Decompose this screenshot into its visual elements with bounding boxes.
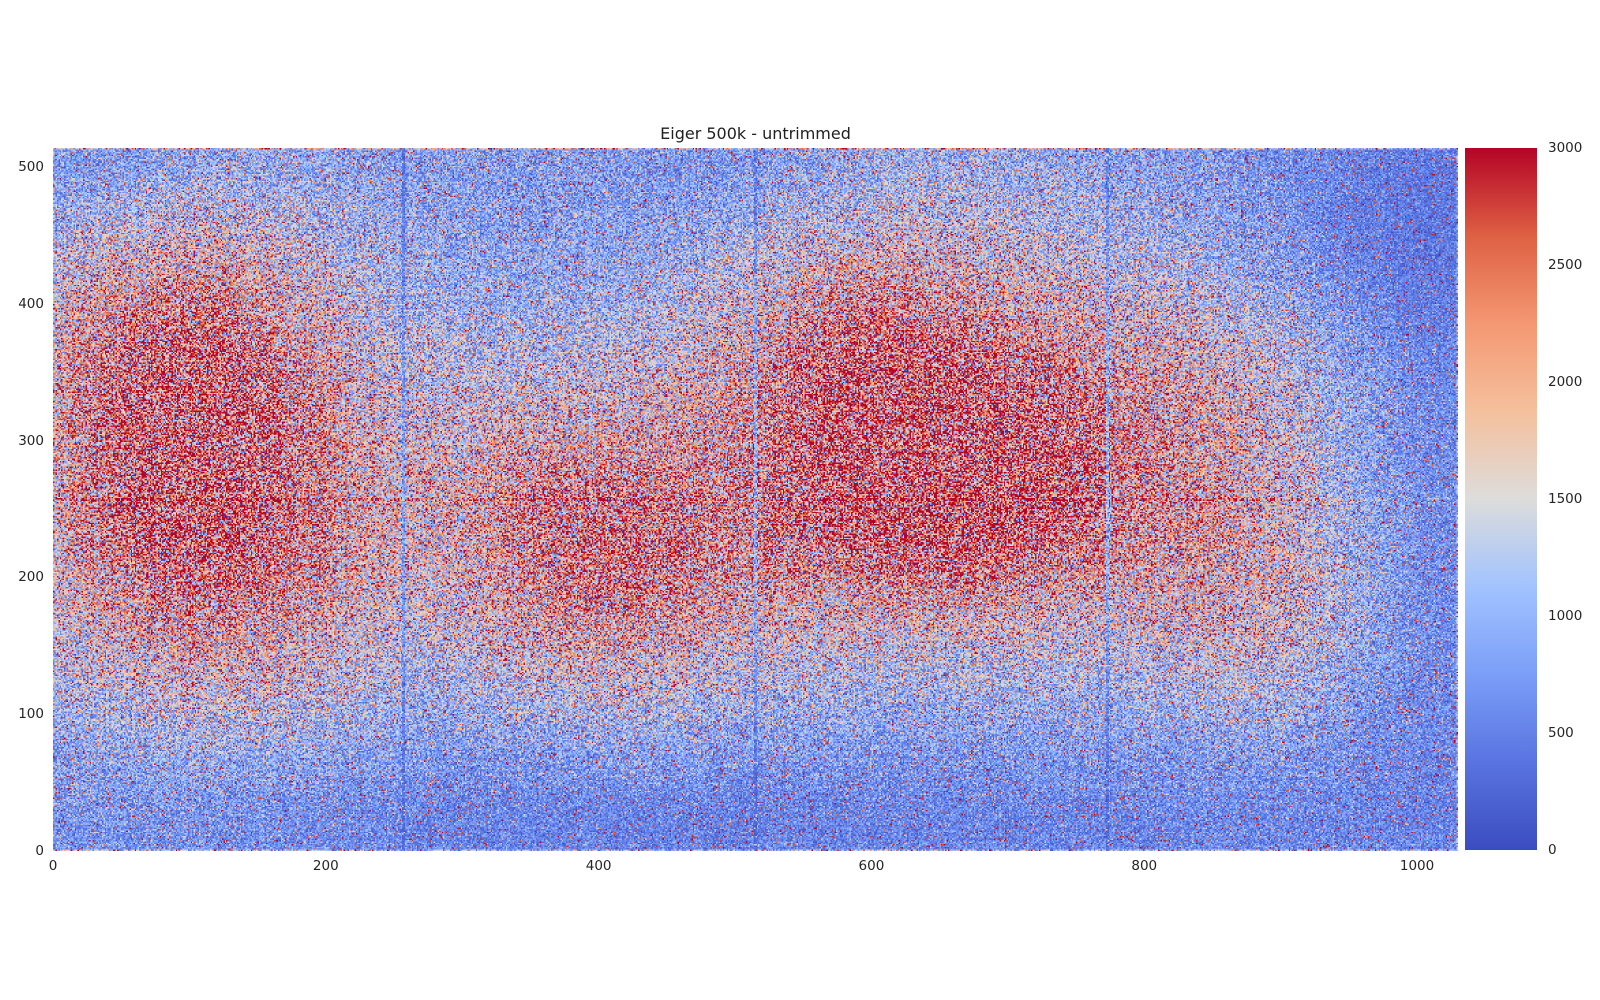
y-tick-label: 0 [35, 843, 44, 859]
heatmap-image [53, 148, 1458, 851]
x-tick-label: 200 [312, 858, 339, 874]
colorbar [1465, 148, 1537, 850]
y-tick-label: 300 [18, 432, 44, 449]
colorbar-tick-label: 1500 [1548, 491, 1583, 507]
colorbar-tick-label: 2000 [1548, 374, 1583, 390]
x-tick-label: 1000 [1399, 858, 1435, 874]
y-tick-label: 100 [18, 706, 44, 723]
y-tick-label: 200 [18, 569, 44, 586]
colorbar-tick-label: 2500 [1548, 257, 1583, 273]
colorbar-tick-label: 1000 [1548, 608, 1583, 624]
y-tick-label: 500 [18, 159, 44, 176]
colorbar-tick-label: 500 [1548, 725, 1574, 741]
x-tick-label: 800 [1131, 858, 1158, 874]
colorbar-tick-label: 3000 [1548, 140, 1583, 156]
colorbar-tick-label: 0 [1548, 842, 1557, 858]
x-tick-label: 0 [48, 858, 58, 874]
chart-title: Eiger 500k - untrimmed [660, 124, 851, 143]
x-tick-label: 600 [858, 858, 885, 874]
x-tick-label: 400 [585, 858, 612, 874]
y-tick-label: 400 [18, 295, 44, 312]
